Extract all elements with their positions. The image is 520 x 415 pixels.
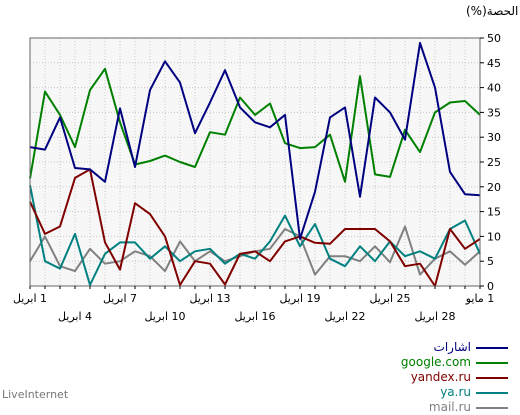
legend-swatch xyxy=(476,362,508,364)
legend-label: yandex.ru xyxy=(410,370,471,384)
x-tick-label: 25 ابريل xyxy=(369,292,410,305)
legend-item: google.com xyxy=(400,355,520,370)
x-tick-label: 19 ابريل xyxy=(279,292,320,305)
x-tick-label: 1 ابريل xyxy=(13,292,47,305)
x-tick-label: 10 ابريل xyxy=(144,310,185,323)
legend-item: ya.ru xyxy=(402,385,520,400)
legend-label: google.com xyxy=(400,355,471,369)
series-line xyxy=(29,185,481,286)
y-tick-label: 45 xyxy=(487,57,501,70)
y-axis: 0 5 10 15 20 25 30 35 40 45 50 xyxy=(480,32,501,293)
y-tick-label: 15 xyxy=(487,206,501,219)
y-tick-label: 5 xyxy=(487,255,494,268)
legend-swatch xyxy=(476,347,508,349)
y-tick-label: 35 xyxy=(487,106,501,119)
legend-label: ya.ru xyxy=(440,385,471,399)
legend-item: yandex.ru xyxy=(402,370,520,385)
series-line xyxy=(29,42,481,240)
legend-label: اشارات xyxy=(433,340,471,354)
brand-label: LiveInternet xyxy=(2,388,69,401)
x-tick-label: 22 ابريل xyxy=(324,310,365,323)
y-tick-label: 0 xyxy=(487,280,494,293)
y-tick-label: 25 xyxy=(487,156,501,169)
x-tick-label: 16 ابريل xyxy=(234,310,275,323)
x-tick-label: 7 ابريل xyxy=(103,292,137,305)
x-tick-label: 28 ابريل xyxy=(414,310,455,323)
legend-label: mail.ru xyxy=(428,400,471,414)
legend-swatch xyxy=(476,392,508,394)
x-axis: 1 مايو 25 ابريل 19 ابريل 13 ابريل 7 ابريل 1 ا… xyxy=(13,286,494,323)
legend-item: اشارات xyxy=(402,340,520,355)
y-tick-label: 30 xyxy=(487,131,501,144)
x-tick-label: 4 ابريل xyxy=(58,310,92,323)
legend-swatch xyxy=(476,377,508,379)
y-tick-label: 20 xyxy=(487,181,501,194)
y-axis-title: الحصة(%) xyxy=(466,4,519,18)
legend-item: mail.ru xyxy=(402,400,520,415)
x-tick-label: 1 مايو xyxy=(465,292,494,305)
series-lines xyxy=(29,42,481,287)
legend-swatch xyxy=(476,407,508,409)
series-line xyxy=(29,168,481,287)
line-chart: 0 5 10 15 20 25 30 35 40 45 50 1 مايو 25 ابريل 19 اب… xyxy=(13,32,501,323)
y-tick-label: 40 xyxy=(487,82,501,95)
y-tick-label: 10 xyxy=(487,230,501,243)
x-tick-label: 13 ابريل xyxy=(189,292,230,305)
series-line xyxy=(29,67,481,183)
y-tick-label: 50 xyxy=(487,32,501,45)
legend: اشارات google.com yandex.ru ya.ru mail.ru xyxy=(400,340,520,415)
